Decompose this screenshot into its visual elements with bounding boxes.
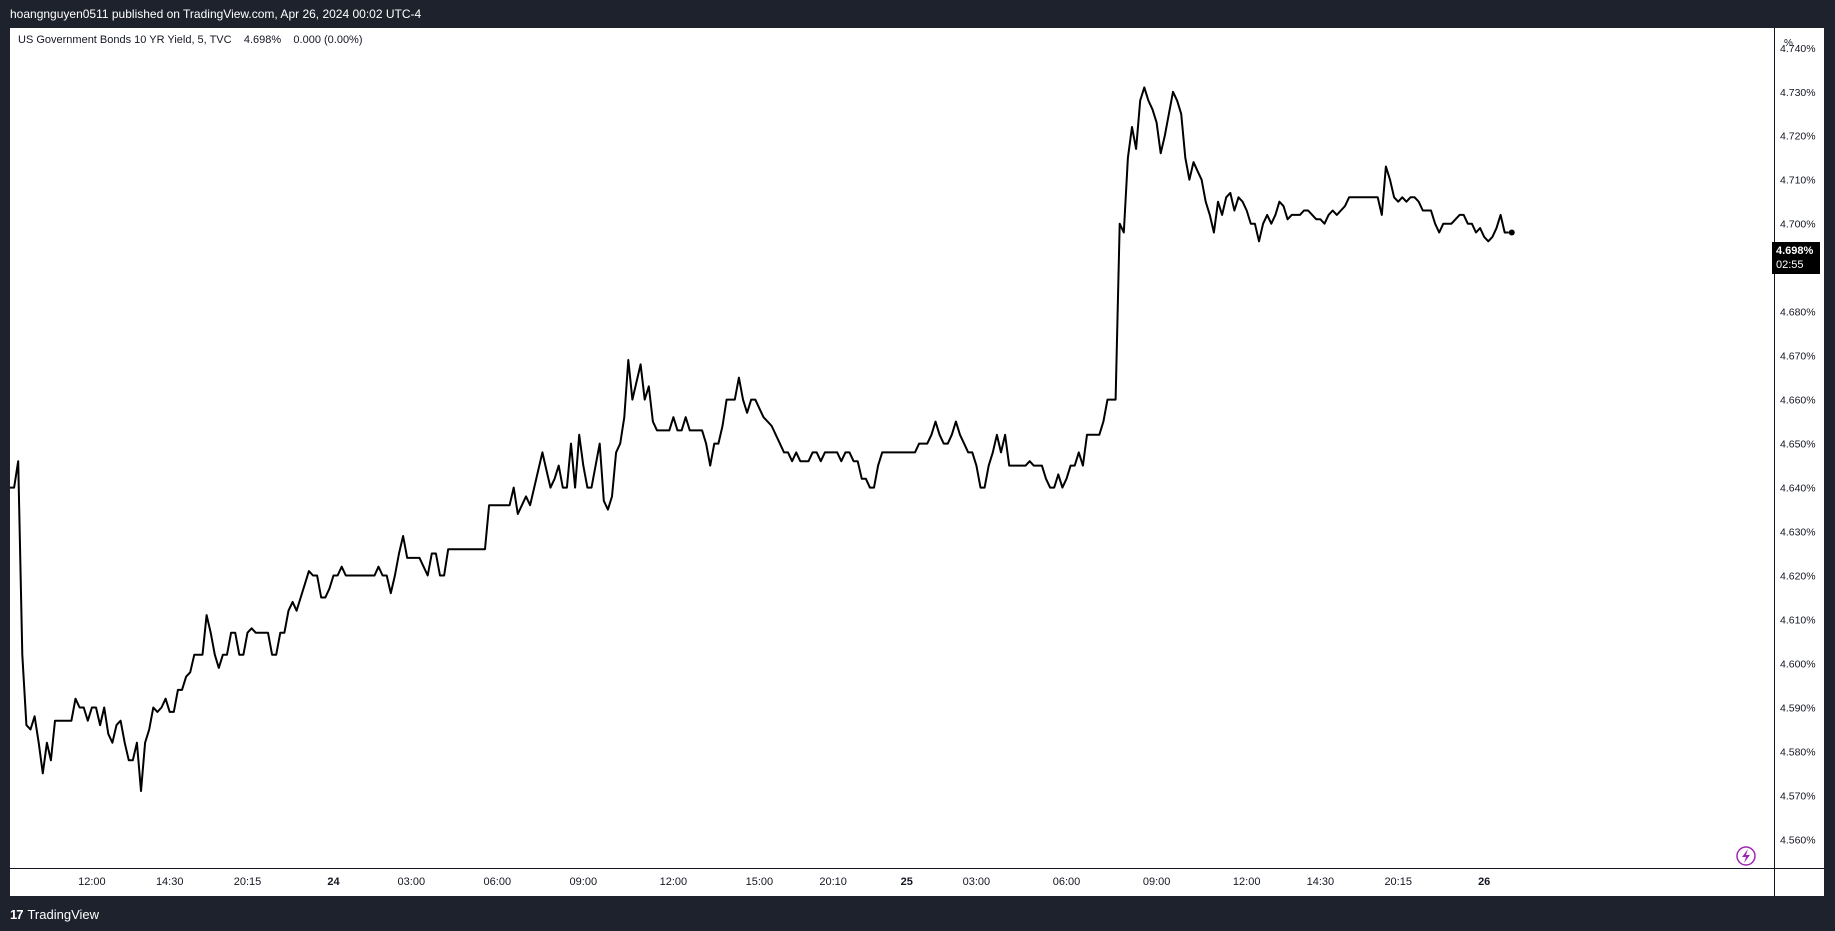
x-tick-label: 20:15 — [1384, 876, 1412, 888]
symbol-legend[interactable]: US Government Bonds 10 YR Yield, 5, TVC … — [18, 34, 363, 46]
x-tick-label: 12:00 — [660, 876, 688, 888]
x-tick-label: 09:00 — [1143, 876, 1171, 888]
y-tick-label: 4.740% — [1780, 43, 1816, 55]
last-point-marker — [1508, 229, 1515, 236]
tradingview-logo-icon: 17 — [10, 906, 24, 922]
tradingview-logo[interactable]: 17 TradingView — [10, 906, 99, 922]
y-tick-label: 4.680% — [1780, 307, 1816, 319]
yield-series-line[interactable] — [10, 86, 1509, 792]
brand-name: TradingView — [27, 906, 100, 922]
y-tick-label: 4.600% — [1780, 658, 1816, 670]
x-tick-label: 03:00 — [398, 876, 426, 888]
x-tick-label: 14:30 — [156, 876, 184, 888]
x-tick-label: 12:00 — [78, 876, 106, 888]
x-tick-label: 20:15 — [234, 876, 262, 888]
publish-header: hoangnguyen0511 published on TradingView… — [0, 0, 1835, 28]
y-tick-label: 4.660% — [1780, 395, 1816, 407]
y-tick-label: 4.720% — [1780, 131, 1816, 143]
price-scale-unit[interactable]: % — [1784, 38, 1793, 49]
y-tick-label: 4.580% — [1780, 746, 1816, 758]
y-tick-label: 4.650% — [1780, 439, 1816, 451]
publish-text: hoangnguyen0511 published on TradingView… — [10, 7, 422, 21]
y-tick-label: 4.620% — [1780, 571, 1816, 583]
bar-countdown: 02:55 — [1776, 259, 1804, 271]
y-tick-label: 4.560% — [1780, 834, 1816, 846]
chart-pane[interactable]: 4.740%4.730%4.720%4.710%4.700%4.690%4.68… — [10, 28, 1824, 896]
x-tick-label: 06:00 — [1053, 876, 1081, 888]
footer-bar: 17 TradingView — [0, 896, 1835, 931]
y-tick-label: 4.590% — [1780, 702, 1816, 714]
lightning-icon[interactable] — [1736, 846, 1756, 866]
x-tick-label: 14:30 — [1307, 876, 1335, 888]
x-tick-label: 20:10 — [819, 876, 847, 888]
x-tick-label: 25 — [901, 876, 913, 888]
x-tick-label: 24 — [327, 876, 340, 888]
y-tick-label: 4.730% — [1780, 87, 1816, 99]
x-tick-label: 09:00 — [570, 876, 598, 888]
x-tick-label: 03:00 — [963, 876, 991, 888]
y-tick-label: 4.640% — [1780, 483, 1816, 495]
legend-change: 0.000 (0.00%) — [293, 34, 363, 46]
x-tick-label: 26 — [1478, 876, 1490, 888]
x-tick-label: 06:00 — [484, 876, 512, 888]
y-tick-label: 4.610% — [1780, 615, 1816, 627]
last-price-label: 4.698% 02:55 — [1772, 242, 1820, 274]
y-tick-label: 4.710% — [1780, 175, 1816, 187]
x-tick-label: 12:00 — [1233, 876, 1261, 888]
legend-value: 4.698% — [243, 34, 282, 46]
legend-symbol[interactable]: US Government Bonds 10 YR Yield, 5, TVC — [18, 34, 232, 46]
last-price-value: 4.698% — [1776, 245, 1814, 257]
price-chart[interactable]: 4.740%4.730%4.720%4.710%4.700%4.690%4.68… — [10, 28, 1824, 896]
x-tick-label: 15:00 — [746, 876, 774, 888]
y-tick-label: 4.630% — [1780, 527, 1816, 539]
y-tick-label: 4.570% — [1780, 790, 1816, 802]
y-tick-label: 4.700% — [1780, 219, 1816, 231]
y-tick-label: 4.670% — [1780, 351, 1816, 363]
